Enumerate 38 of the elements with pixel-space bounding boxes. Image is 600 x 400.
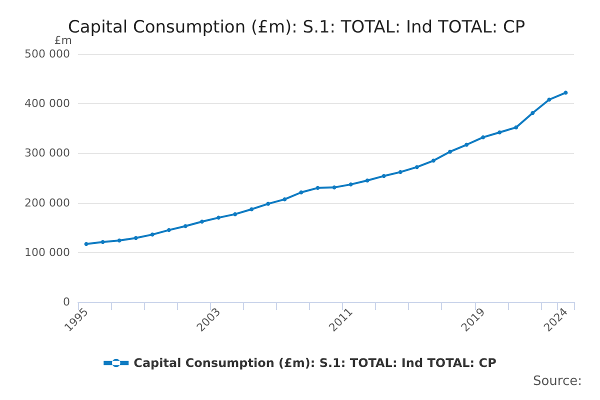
point — [266, 202, 270, 206]
y-tick-label: 400 000 — [24, 97, 70, 110]
point — [200, 220, 204, 224]
point — [150, 232, 154, 237]
point — [316, 186, 320, 190]
point — [564, 90, 568, 95]
point — [166, 228, 171, 232]
point — [464, 142, 469, 147]
point — [282, 197, 287, 202]
point — [134, 236, 138, 240]
point — [398, 170, 402, 174]
source-note: Source: — [532, 374, 582, 389]
point — [481, 135, 486, 140]
point — [498, 130, 502, 134]
point — [183, 224, 188, 228]
point — [348, 182, 353, 186]
point — [431, 158, 436, 163]
y-tick-label: 0 — [63, 296, 70, 308]
point — [250, 207, 254, 212]
point — [547, 98, 552, 102]
point — [299, 190, 304, 194]
legend-label: Capital Consumption (£m): S.1: TOTAL: Ind TOTAL: CP — [134, 356, 497, 370]
point — [448, 150, 452, 154]
point — [216, 216, 221, 220]
point — [332, 185, 336, 190]
point — [233, 212, 238, 216]
point — [530, 111, 535, 116]
point — [100, 240, 105, 244]
y-tick-label: 200 000 — [24, 196, 70, 210]
y-tick-label: 100 000 — [24, 246, 70, 259]
point — [414, 165, 419, 170]
point — [382, 174, 386, 178]
point — [117, 238, 122, 242]
y-tick-label: 300 000 — [24, 146, 70, 160]
point — [365, 178, 370, 182]
point — [84, 242, 88, 246]
y-tick-label: 500 000 — [24, 48, 70, 60]
point — [514, 125, 518, 130]
